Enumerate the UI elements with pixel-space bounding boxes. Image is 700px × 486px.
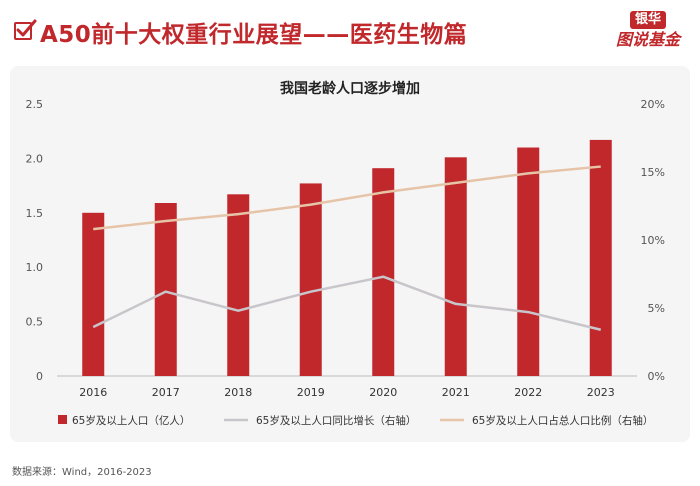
bar-2021 — [444, 157, 467, 376]
brand-bottom: 图说基金 — [615, 30, 680, 49]
x-tick-label: 2016 — [79, 386, 107, 399]
x-tick-label: 2017 — [152, 386, 180, 399]
bar-2019 — [299, 183, 322, 376]
y-right-tick-label: 15% — [641, 166, 665, 179]
y-left-tick-label: 2.5 — [26, 98, 44, 111]
bar-2018 — [227, 194, 250, 376]
y-left-tick-label: 0.5 — [26, 316, 44, 329]
page-title: A50前十大权重行业展望——医药生物篇 — [40, 22, 468, 48]
y-right-tick-label: 0% — [648, 370, 665, 383]
y-left-tick-label: 1.5 — [26, 207, 44, 220]
series-line-1 — [92, 275, 602, 331]
chart-panel — [10, 66, 690, 442]
x-tick-label: 2018 — [224, 386, 252, 399]
y-left-tick-label: 1.0 — [26, 261, 44, 274]
bar-2022 — [517, 147, 540, 376]
x-tick-label: 2019 — [297, 386, 325, 399]
brand-top: 银华 — [629, 11, 666, 29]
legend-label: 65岁及以上人口（亿人） — [72, 414, 190, 427]
x-tick-label: 2021 — [442, 386, 470, 399]
y-left-tick-label: 0 — [36, 370, 43, 383]
bar-2020 — [372, 168, 395, 376]
checkbox-icon — [14, 19, 37, 40]
y-right-tick-label: 20% — [641, 98, 665, 111]
data-source: 数据来源：Wind，2016-2023 — [12, 467, 152, 478]
series-line-2 — [93, 165, 601, 231]
y-right-tick-label: 10% — [641, 234, 665, 247]
chart-title: 我国老龄人口逐步增加 — [280, 81, 420, 97]
legend-swatch-bar — [58, 415, 67, 424]
x-tick-label: 2023 — [587, 386, 615, 399]
legend-label: 65岁及以上人口同比增长（右轴） — [256, 414, 416, 427]
x-tick-label: 2020 — [369, 386, 397, 399]
x-tick-label: 2022 — [514, 386, 542, 399]
y-left-tick-label: 2.0 — [26, 152, 44, 165]
y-right-tick-label: 5% — [648, 302, 665, 315]
bar-2016 — [82, 212, 105, 376]
brand-logo: 银华 图说基金 — [606, 8, 690, 52]
legend-label: 65岁及以上人口占总人口比例（右轴） — [472, 414, 653, 427]
bar-2017 — [154, 203, 177, 376]
header: A50前十大权重行业展望——医药生物篇 银华 图说基金 — [0, 0, 700, 62]
bar-2023 — [589, 139, 612, 376]
